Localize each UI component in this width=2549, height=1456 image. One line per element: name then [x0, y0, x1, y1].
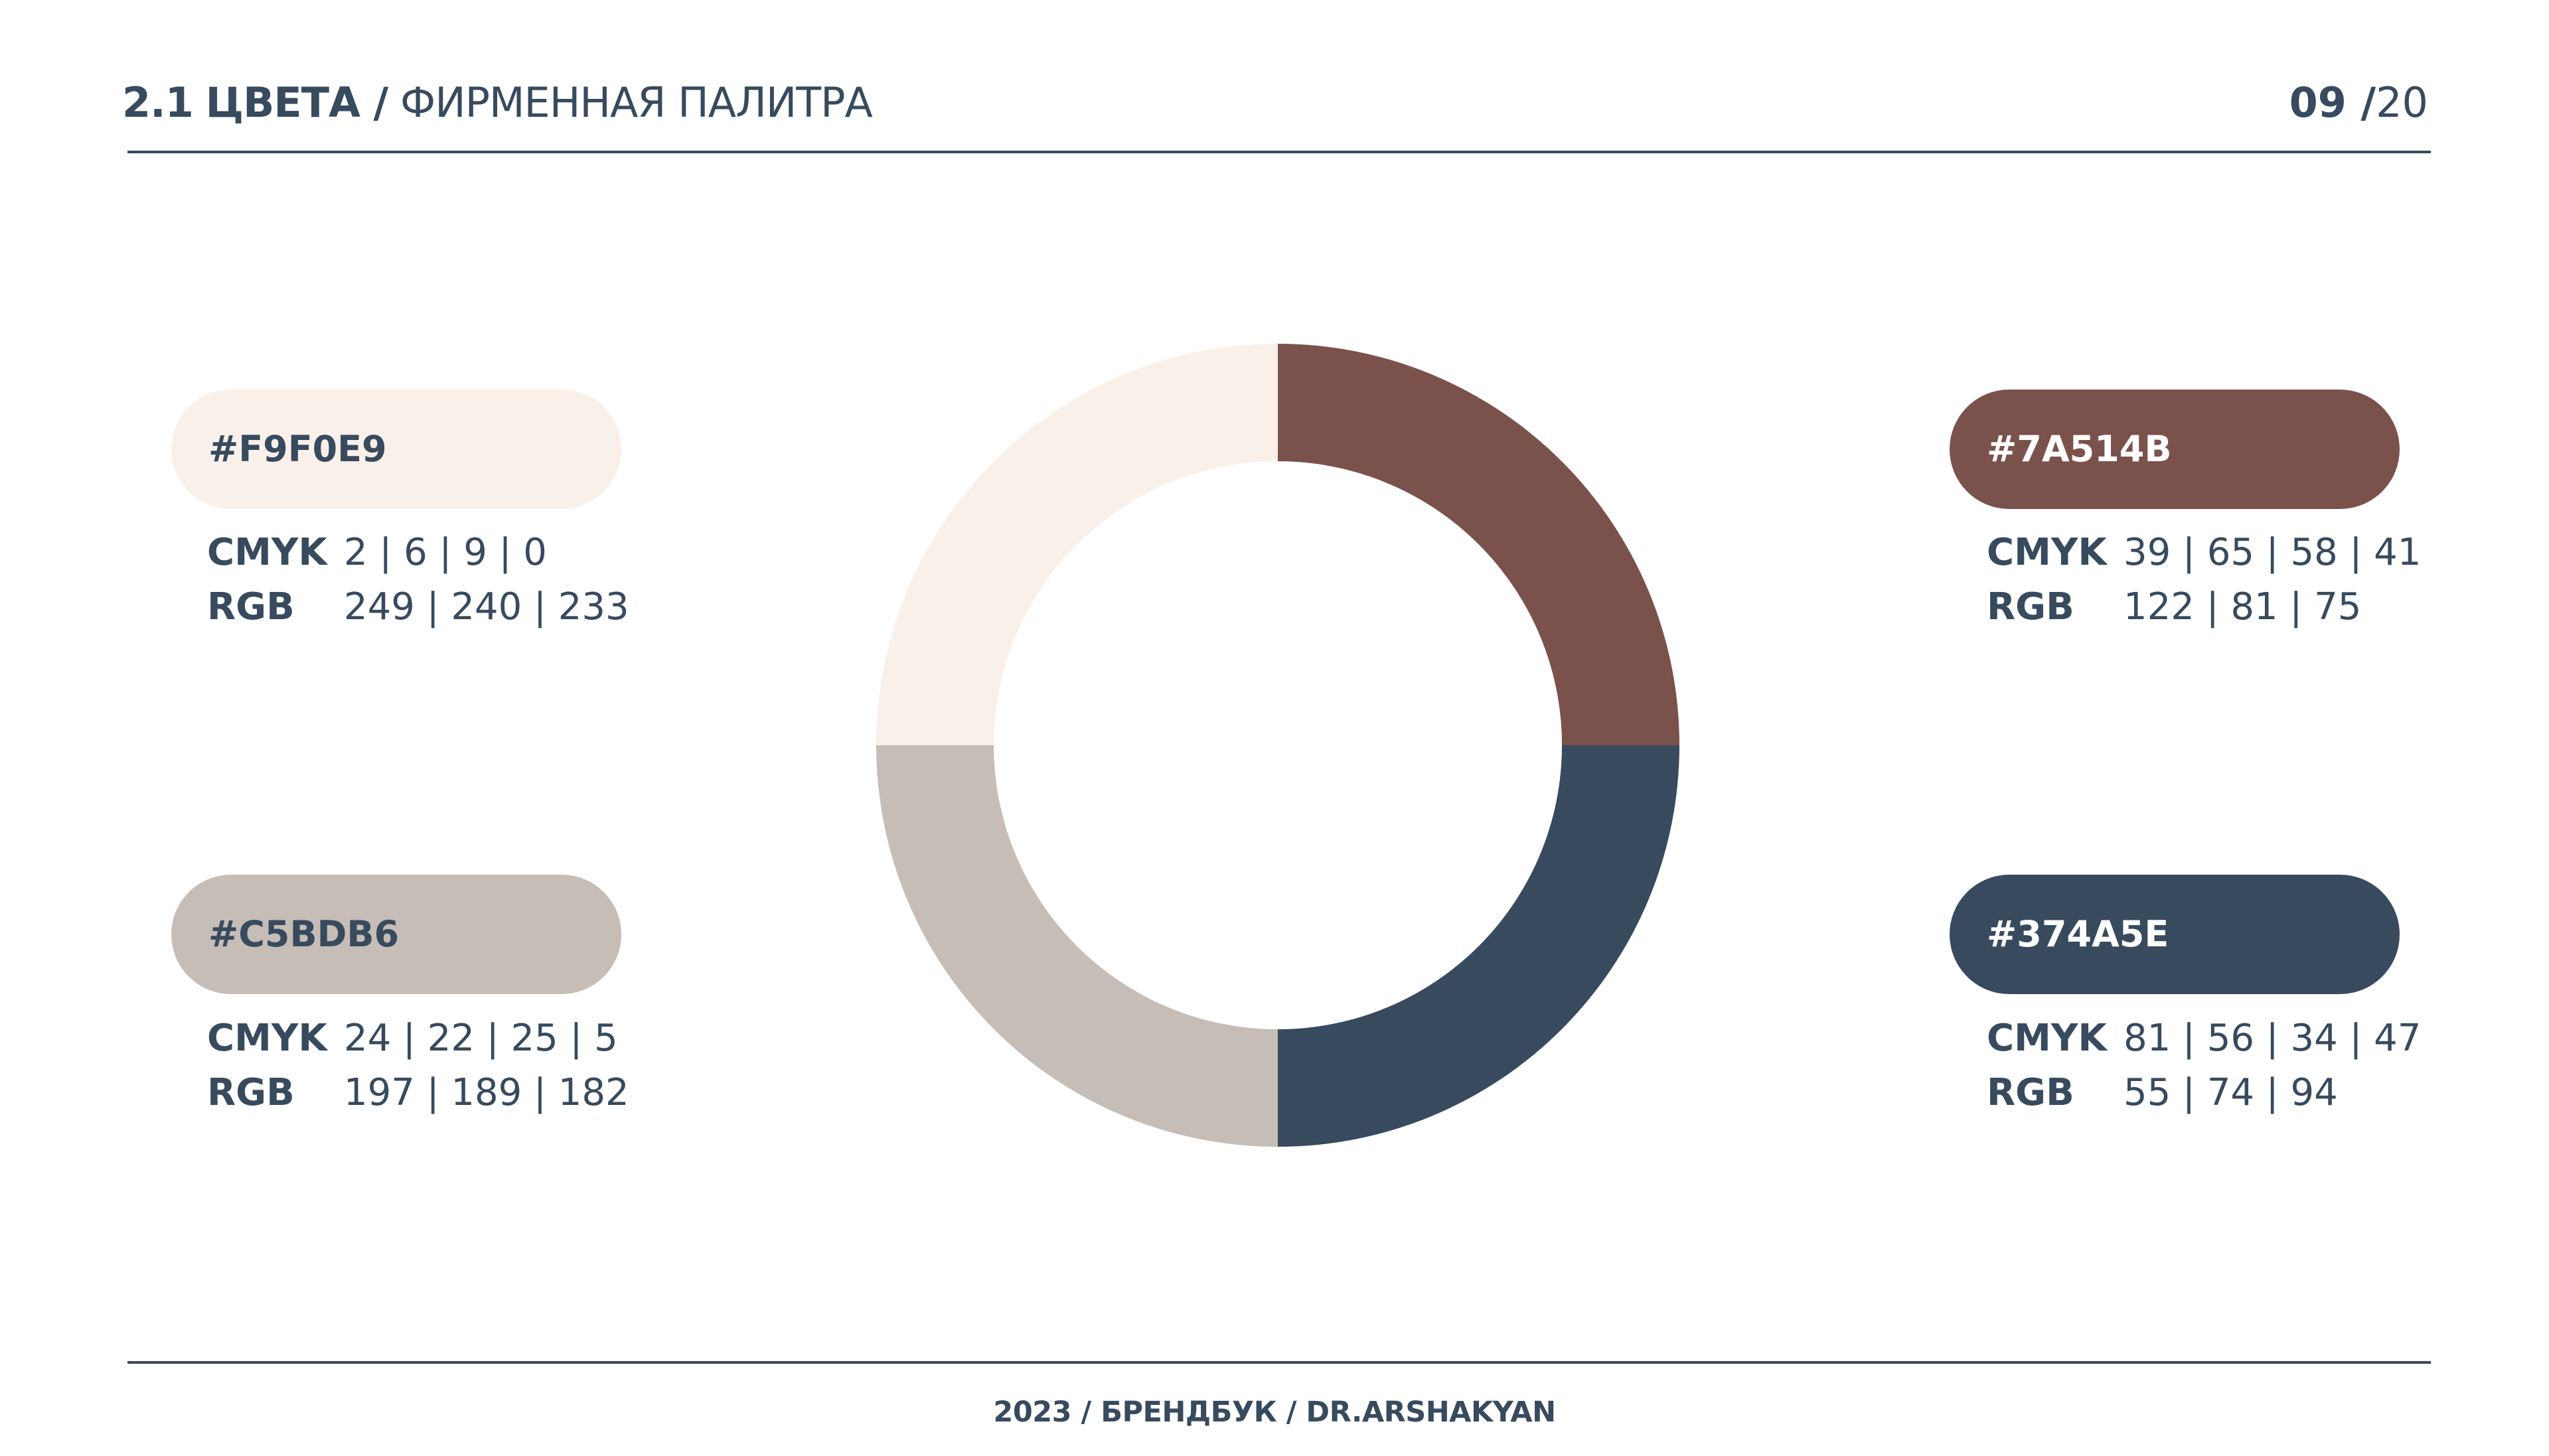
cmyk-value: 39 | 65 | 58 | 41	[2124, 531, 2422, 574]
swatch-spec-navy: CMYK 81 | 56 | 34 | 47 RGB 55 | 74 | 94	[1987, 1011, 2465, 1120]
header-divider	[127, 151, 2431, 153]
page-total: 20	[2376, 78, 2428, 127]
donut-slice-2	[1278, 745, 1679, 1147]
rgb-value: 197 | 189 | 182	[344, 1071, 629, 1114]
rgb-label: RGB	[1987, 1071, 2074, 1114]
cmyk-value: 24 | 22 | 25 | 5	[344, 1017, 618, 1060]
cmyk-label: CMYK	[207, 531, 327, 574]
cmyk-label: CMYK	[1987, 531, 2107, 574]
palette-donut-chart	[876, 344, 1679, 1147]
swatch-spec-brown: CMYK 39 | 65 | 58 | 41 RGB 122 | 81 | 75	[1987, 526, 2465, 634]
rgb-label: RGB	[1987, 585, 2074, 628]
rgb-value: 249 | 240 | 233	[344, 585, 629, 628]
swatch-pill-brown: #7A514B	[1950, 390, 2400, 509]
donut-slice-3	[876, 745, 1278, 1147]
rgb-label: RGB	[207, 1071, 295, 1114]
cmyk-value: 2 | 6 | 9 | 0	[344, 531, 547, 574]
cmyk-value: 81 | 56 | 34 | 47	[2124, 1017, 2422, 1060]
footer-text: 2023 / БРЕНДБУК / DR.ARSHAKYAN	[993, 1396, 1556, 1429]
cmyk-label: CMYK	[207, 1017, 327, 1060]
swatch-hex-label: #C5BDB6	[208, 913, 400, 955]
footer-divider	[127, 1361, 2431, 1364]
swatch-hex-label: #7A514B	[1987, 428, 2172, 470]
swatch-spec-light-beige: CMYK 2 | 6 | 9 | 0 RGB 249 | 240 | 233	[207, 526, 685, 634]
rgb-value: 55 | 74 | 94	[2124, 1071, 2338, 1114]
section-name: ЦВЕТА /	[205, 78, 389, 127]
cmyk-label: CMYK	[1987, 1017, 2107, 1060]
swatch-pill-warm-grey: #C5BDB6	[171, 875, 621, 994]
swatch-hex-label: #F9F0E9	[208, 428, 387, 470]
donut-slice-1	[1278, 344, 1679, 745]
swatch-hex-label: #374A5E	[1987, 913, 2169, 955]
swatch-spec-warm-grey: CMYK 24 | 22 | 25 | 5 RGB 197 | 189 | 182	[207, 1011, 685, 1120]
page-counter: 09 /20	[2289, 73, 2428, 133]
rgb-label: RGB	[207, 585, 295, 628]
section-subtitle: ФИРМЕННАЯ ПАЛИТРА	[400, 78, 873, 127]
donut-slice-4	[876, 344, 1278, 745]
page-title: 2.1 ЦВЕТА / ФИРМЕННАЯ ПАЛИТРА	[122, 73, 873, 133]
swatch-pill-navy: #374A5E	[1950, 875, 2400, 994]
swatch-pill-light-beige: #F9F0E9	[171, 390, 621, 509]
rgb-value: 122 | 81 | 75	[2124, 585, 2362, 628]
page-current: 09 /	[2289, 78, 2376, 127]
section-number: 2.1	[122, 78, 194, 127]
